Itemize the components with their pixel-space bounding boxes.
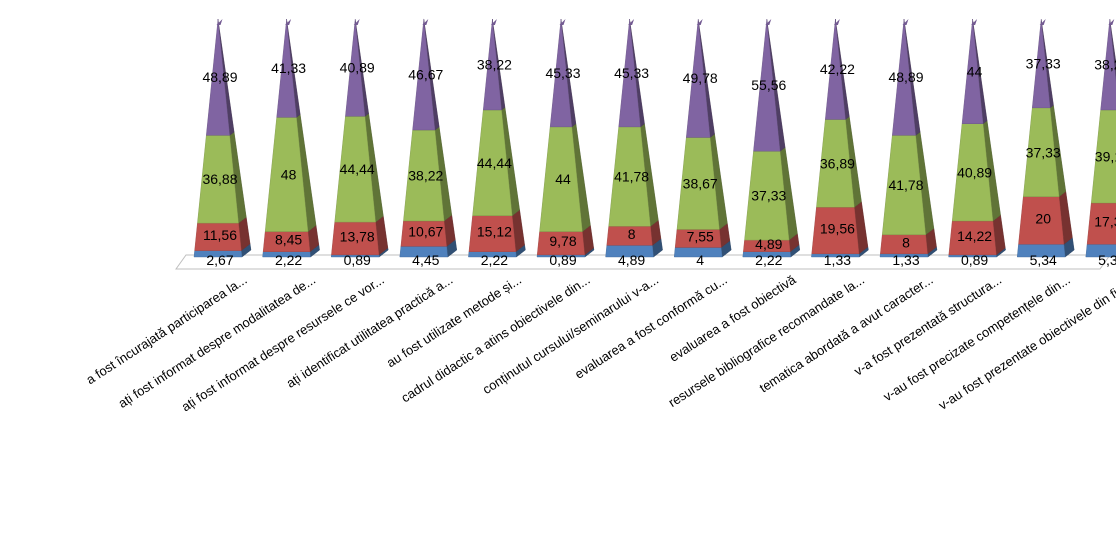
value-label: 17,33 <box>1094 214 1116 230</box>
value-label: 5,34 <box>1030 252 1057 268</box>
value-label: 45,33 <box>614 65 649 81</box>
value-label: 13,78 <box>340 229 375 245</box>
value-label: 45,33 <box>545 65 580 81</box>
pyramid-segment <box>1032 18 1051 109</box>
value-label: 44,44 <box>477 155 512 171</box>
pyramid-segment <box>753 18 781 152</box>
value-label: 38,22 <box>1094 57 1116 73</box>
value-label: 4,89 <box>618 252 645 268</box>
value-label: 48,89 <box>888 69 923 85</box>
value-label: 44 <box>967 63 983 79</box>
value-labels: 2,6711,5636,8848,892,228,454841,330,8913… <box>202 55 1116 268</box>
value-label: 19,56 <box>820 221 855 237</box>
value-label: 37,33 <box>751 188 786 204</box>
value-label: 2,22 <box>755 252 782 268</box>
value-label: 4,89 <box>755 236 782 252</box>
pyramid-segment <box>686 18 711 138</box>
value-label: 1,33 <box>892 252 919 268</box>
pyramid-segment <box>1100 18 1116 111</box>
pyramid-segment <box>345 18 366 117</box>
value-label: 41,78 <box>888 177 923 193</box>
pyramid-apex <box>422 18 429 25</box>
value-label: 0,89 <box>549 252 576 268</box>
value-label: 14,22 <box>957 228 992 244</box>
value-label: 37,33 <box>1026 55 1061 71</box>
pyramid-segment <box>549 18 573 128</box>
pyramid-segment <box>412 18 436 131</box>
value-label: 2,22 <box>481 252 508 268</box>
pyramid-apex <box>833 19 840 25</box>
category-label: au fost utilizate metode și... <box>384 272 524 370</box>
pyramid-segment <box>206 18 230 136</box>
value-label: 4,45 <box>412 252 439 268</box>
value-label: 36,89 <box>820 155 855 171</box>
value-label: 44 <box>555 171 571 187</box>
value-label: 46,67 <box>408 67 443 83</box>
value-label: 9,78 <box>549 233 576 249</box>
value-label: 8,45 <box>275 232 302 248</box>
pyramid-segment <box>1085 244 1116 258</box>
value-label: 11,56 <box>203 227 237 243</box>
value-label: 8 <box>628 226 636 242</box>
category-label: evaluarea a fost obiectivă <box>667 272 799 365</box>
value-label: 55,56 <box>751 77 786 93</box>
pyramid-segment <box>961 18 984 124</box>
pyramid-apex <box>765 19 772 25</box>
value-label: 4 <box>696 252 704 268</box>
value-label: 44,44 <box>340 161 375 177</box>
pyramid-segment <box>276 18 297 118</box>
category-labels: a fost încurajată participarea la...ați … <box>83 272 1116 415</box>
value-label: 41,33 <box>271 60 306 76</box>
pyramid-apex <box>902 19 909 25</box>
value-label: 0,89 <box>961 252 988 268</box>
pyramid-apex <box>285 19 292 25</box>
value-label: 40,89 <box>340 60 375 76</box>
pyramid-apex <box>628 19 635 25</box>
pyramid-apex <box>216 19 223 25</box>
value-label: 0,89 <box>344 252 371 268</box>
value-label: 1,33 <box>824 252 851 268</box>
value-label: 38,22 <box>477 57 512 73</box>
pyramid-apex <box>696 19 703 25</box>
value-label: 20 <box>1035 211 1051 227</box>
value-label: 38,22 <box>408 168 443 184</box>
pyramid-apex <box>353 19 360 25</box>
value-label: 5,34 <box>1098 252 1116 268</box>
pyramid-apex <box>1039 19 1046 25</box>
value-label: 48 <box>281 167 297 183</box>
value-label: 10,67 <box>408 224 443 240</box>
value-label: 2,67 <box>206 252 233 268</box>
value-label: 39,11 <box>1095 149 1116 165</box>
pyramid-segment <box>483 18 502 111</box>
pyramid-segment <box>1086 202 1116 245</box>
value-label: 15,12 <box>477 224 512 240</box>
pyramid-segment <box>825 18 846 120</box>
pyramids <box>193 18 1116 258</box>
value-label: 37,33 <box>1026 144 1061 160</box>
value-label: 40,89 <box>957 164 992 180</box>
pyramid-apex <box>971 19 978 25</box>
value-label: 42,22 <box>820 61 855 77</box>
value-label: 48,89 <box>202 69 237 85</box>
pyramid-apex <box>559 19 566 25</box>
value-label: 38,67 <box>683 176 718 192</box>
pyramid-apex <box>1108 19 1115 25</box>
value-label: 7,55 <box>687 229 714 245</box>
value-label: 49,78 <box>683 70 718 86</box>
value-label: 41,78 <box>614 169 649 185</box>
pyramid-apex <box>490 19 497 25</box>
pyramid-segment <box>618 18 641 128</box>
value-label: 2,22 <box>275 252 302 268</box>
pyramid-segment <box>892 18 916 136</box>
value-label: 36,88 <box>202 171 237 187</box>
value-label: 8 <box>902 234 910 250</box>
